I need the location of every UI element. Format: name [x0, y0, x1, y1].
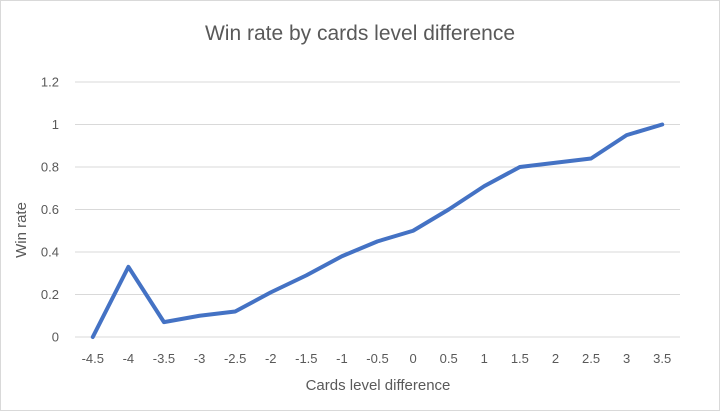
x-tick-label: -1.5 — [295, 351, 317, 366]
chart-title: Win rate by cards level difference — [205, 22, 515, 45]
y-tick-label: 1.2 — [41, 75, 59, 90]
x-tick-label: -2.5 — [224, 351, 246, 366]
x-tick-label: -3.5 — [153, 351, 175, 366]
y-axis-title: Win rate — [13, 202, 30, 258]
x-tick-label: -3 — [194, 351, 206, 366]
x-axis-ticks: -4.5 -4 -3.5 -3 -2.5 -2 -1.5 -1 -0.5 0 0.5 1 1.5 2 2.5… — [82, 351, 672, 366]
x-tick-label: 1.5 — [511, 351, 529, 366]
x-tick-label: -4 — [123, 351, 135, 366]
series-line — [90, 122, 665, 339]
x-axis-title: Cards level difference — [306, 377, 451, 394]
y-tick-label: 1 — [52, 117, 59, 132]
x-tick-label: 1 — [481, 351, 488, 366]
gridlines — [75, 81, 680, 338]
x-tick-label: -2 — [265, 351, 277, 366]
y-axis-ticks: 0 0.2 0.4 0.6 0.8 1 1.2 — [41, 75, 59, 345]
x-tick-label: 2 — [552, 351, 559, 366]
x-tick-label: 2.5 — [582, 351, 600, 366]
x-tick-label: -4.5 — [82, 351, 104, 366]
x-tick-label: 0.5 — [440, 351, 458, 366]
y-tick-label: 0.8 — [41, 160, 59, 175]
x-tick-label: 3.5 — [653, 351, 671, 366]
x-tick-label: 3 — [623, 351, 630, 366]
y-tick-label: 0.2 — [41, 287, 59, 302]
y-tick-label: 0.4 — [41, 245, 59, 260]
y-tick-label: 0 — [52, 330, 59, 345]
x-tick-label: -0.5 — [366, 351, 388, 366]
series-group — [90, 122, 665, 339]
y-tick-label: 0.6 — [41, 202, 59, 217]
x-tick-label: 0 — [409, 351, 416, 366]
x-tick-label: -1 — [336, 351, 348, 366]
